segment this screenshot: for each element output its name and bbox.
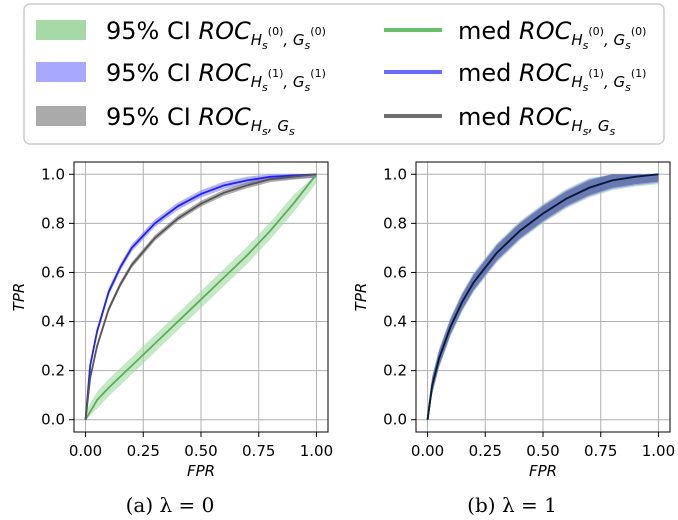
legend-swatch <box>36 106 86 126</box>
y-tick-label: 0.6 <box>383 263 407 281</box>
y-axis-label: TPR <box>10 283 28 312</box>
x-tick-label: 0.50 <box>526 442 559 460</box>
legend-label: 95% CI ROCHs(0), Gs(0) <box>106 17 326 52</box>
x-tick-label: 1.00 <box>642 442 675 460</box>
ci-band <box>427 174 659 420</box>
caption-a: (a) λ = 0 <box>126 493 215 517</box>
legend-entries: 95% CI ROCHs(0), Gs(0) 95% CI ROCHs(1), G… <box>36 17 646 138</box>
legend-entry: med ROCHs(1), Gs(1) <box>384 59 646 94</box>
subplot-b: 0.00 0.25 0.50 0.75 1.00 0.0 0.2 0.4 0.6 0.8 1.0 FP… <box>352 161 675 480</box>
legend-entry: med ROCHs(0), Gs(0) <box>384 17 646 52</box>
series-line <box>84 173 318 421</box>
y-tick-label: 1.0 <box>41 165 65 183</box>
legend-label: 95% CI ROCHs, Gs <box>106 103 295 138</box>
x-tick-label: 0.75 <box>584 442 617 460</box>
y-tick-label: 0.8 <box>383 214 407 232</box>
legend-entry: 95% CI ROCHs, Gs <box>36 103 295 138</box>
y-tick-label: 0.0 <box>41 411 65 429</box>
series-line <box>84 173 317 420</box>
legend-entry: med ROCHs, Gs <box>384 103 616 138</box>
y-tick-label: 0.2 <box>383 362 407 380</box>
y-axis-label: TPR <box>352 283 370 312</box>
y-tick-label: 0.4 <box>383 313 407 331</box>
legend-label: med ROCHs, Gs <box>458 103 616 138</box>
legend-swatch <box>36 20 86 40</box>
y-tick-label: 0.8 <box>41 214 65 232</box>
x-tick-label: 0.50 <box>184 442 217 460</box>
y-tick-label: 0.6 <box>41 263 65 281</box>
legend-entry: 95% CI ROCHs(0), Gs(0) <box>36 17 326 52</box>
x-tick-label: 0.25 <box>469 442 502 460</box>
ci-band <box>85 174 317 420</box>
caption-b: (b) λ = 1 <box>467 493 557 517</box>
series-line <box>426 173 659 420</box>
legend: 95% CI ROCHs(0), Gs(0) 95% CI ROCHs(1), G… <box>23 3 665 145</box>
x-axis-label: FPR <box>187 462 215 480</box>
y-tick-label: 0.2 <box>41 362 65 380</box>
legend-label: med ROCHs(0), Gs(0) <box>458 17 646 52</box>
legend-label: med ROCHs(1), Gs(1) <box>458 59 646 94</box>
legend-entry: 95% CI ROCHs(1), Gs(1) <box>36 59 326 94</box>
subplot-a: 0.00 0.25 0.50 0.75 1.00 0.0 0.2 0.4 0.6 0.8 1.0 FP… <box>10 161 333 480</box>
legend-frame <box>23 3 665 145</box>
x-tick-label: 1.00 <box>300 442 333 460</box>
y-tick-label: 0.0 <box>383 411 407 429</box>
x-tick-label: 0.25 <box>127 442 160 460</box>
legend-label: 95% CI ROCHs(1), Gs(1) <box>106 59 326 94</box>
x-tick-label: 0.75 <box>242 442 275 460</box>
y-tick-label: 0.4 <box>41 313 65 331</box>
y-tick-label: 1.0 <box>383 165 407 183</box>
x-tick-label: 0.00 <box>411 442 444 460</box>
legend-swatch <box>36 62 86 82</box>
series-line <box>84 173 317 420</box>
x-tick-label: 0.00 <box>69 442 102 460</box>
x-axis-label: FPR <box>529 462 557 480</box>
